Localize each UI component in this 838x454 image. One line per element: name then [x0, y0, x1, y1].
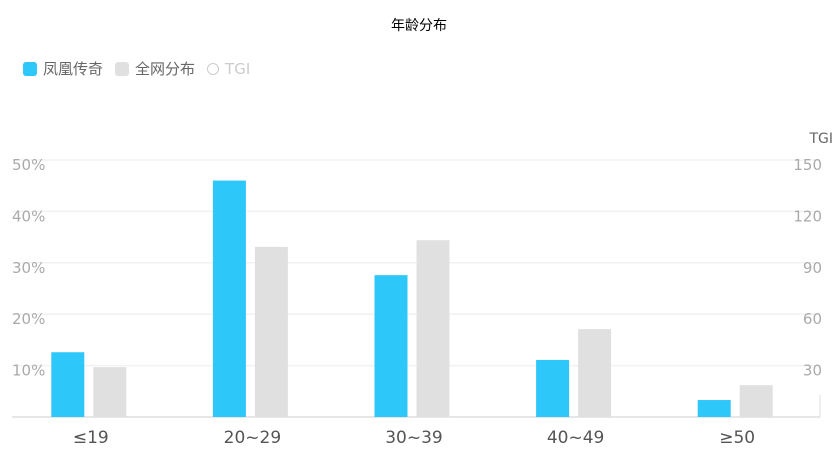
- legend-item-all[interactable]: 全网分布: [115, 58, 195, 79]
- y-right-tick-label: 60: [803, 310, 822, 328]
- y-right-tick-label: 30: [803, 362, 822, 380]
- y-right-axis-title: TGI: [808, 131, 833, 147]
- legend-swatch: [115, 61, 130, 76]
- y-right-tick-label: 120: [793, 207, 822, 225]
- x-tick-label: 20~29: [224, 428, 282, 448]
- x-tick-label: ≤19: [73, 428, 109, 448]
- bar-all: [739, 385, 773, 417]
- legend-swatch: [23, 61, 37, 76]
- x-tick-label: ≥50: [719, 428, 755, 448]
- y-left-tick-label: 50%: [12, 156, 45, 174]
- x-tick-label: 30~39: [385, 428, 443, 448]
- bar-fenghuang: [536, 359, 570, 417]
- chart-title: 年龄分布: [391, 18, 447, 34]
- y-left-tick-label: 30%: [12, 259, 45, 277]
- x-tick-label: 40~49: [547, 428, 605, 448]
- bar-fenghuang: [697, 400, 731, 417]
- bar-fenghuang: [212, 180, 246, 417]
- y-right-tick-label: 90: [803, 259, 822, 277]
- legend-label: 凤凰传奇: [43, 60, 104, 78]
- bar-fenghuang: [374, 275, 408, 417]
- y-left-tick-label: 40%: [12, 207, 45, 225]
- bar-all: [93, 367, 127, 417]
- bar-all: [578, 329, 612, 417]
- legend-label: 全网分布: [135, 60, 196, 78]
- bar-all: [254, 246, 288, 417]
- legend: 凤凰传奇 全网分布 TGI: [23, 58, 262, 79]
- legend-item-fenghuang[interactable]: 凤凰传奇: [23, 58, 103, 79]
- y-right-tick-label: 150: [793, 156, 822, 174]
- y-left-tick-label: 10%: [12, 362, 45, 380]
- legend-label: TGI: [225, 59, 251, 78]
- bar-fenghuang: [51, 352, 85, 417]
- legend-circle-icon: [207, 62, 220, 75]
- y-left-tick-label: 20%: [12, 310, 45, 328]
- bar-all: [416, 240, 450, 417]
- legend-item-tgi[interactable]: TGI: [207, 60, 250, 78]
